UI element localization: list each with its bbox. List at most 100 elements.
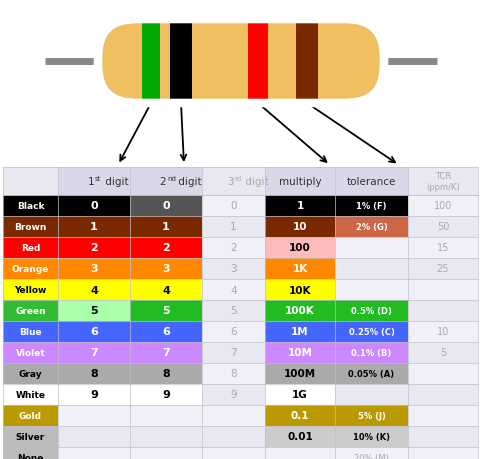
- Text: 1K: 1K: [292, 264, 307, 274]
- Text: 0.05% (A): 0.05% (A): [348, 369, 394, 378]
- Bar: [3, 280, 477, 300]
- Bar: [264, 342, 334, 363]
- Text: nd: nd: [167, 176, 176, 182]
- Bar: [58, 196, 130, 217]
- Text: 3: 3: [162, 264, 169, 274]
- Bar: [58, 321, 130, 342]
- Bar: [58, 342, 130, 363]
- Bar: [3, 363, 477, 384]
- Text: 7: 7: [90, 348, 97, 358]
- Text: 1M: 1M: [290, 327, 308, 337]
- Text: 0.01: 0.01: [287, 431, 312, 442]
- Text: st: st: [95, 176, 101, 182]
- Bar: [3, 426, 477, 447]
- Bar: [3, 258, 58, 280]
- Bar: [334, 342, 407, 363]
- Bar: [58, 363, 130, 384]
- Text: Silver: Silver: [16, 432, 45, 441]
- Bar: [3, 342, 58, 363]
- Text: 2: 2: [90, 243, 97, 253]
- Bar: [3, 237, 477, 258]
- Text: 10% (K): 10% (K): [352, 432, 389, 441]
- Text: 2: 2: [159, 177, 166, 187]
- Text: 10: 10: [436, 327, 448, 337]
- Bar: [58, 384, 130, 405]
- Text: 6: 6: [162, 327, 169, 337]
- Bar: [3, 321, 477, 342]
- Text: 100: 100: [433, 201, 451, 211]
- Bar: [3, 426, 58, 447]
- Text: 3: 3: [90, 264, 97, 274]
- Bar: [264, 405, 334, 426]
- Text: None: None: [17, 453, 44, 459]
- Bar: [3, 321, 58, 342]
- Text: 0.5% (D): 0.5% (D): [350, 306, 391, 315]
- Text: 20% (M): 20% (M): [353, 453, 388, 459]
- Text: 3: 3: [230, 264, 236, 274]
- Bar: [3, 447, 477, 459]
- Bar: [130, 237, 202, 258]
- Text: 4: 4: [162, 285, 169, 295]
- Text: 1: 1: [87, 177, 94, 187]
- Bar: [264, 258, 334, 280]
- Text: rd: rd: [234, 176, 241, 182]
- Bar: [169, 23, 192, 101]
- Text: multiply: multiply: [278, 177, 321, 187]
- Bar: [334, 168, 407, 196]
- Text: Blue: Blue: [19, 327, 42, 336]
- Bar: [130, 321, 202, 342]
- Text: digit: digit: [102, 177, 128, 187]
- Bar: [264, 300, 334, 321]
- Text: 25: 25: [436, 264, 448, 274]
- Text: 0.1: 0.1: [290, 411, 309, 420]
- Bar: [295, 23, 317, 101]
- Text: 10M: 10M: [287, 348, 312, 358]
- Text: 0: 0: [162, 201, 169, 211]
- Text: TCR
(ppm/K): TCR (ppm/K): [425, 172, 459, 192]
- Text: Violet: Violet: [15, 348, 45, 357]
- Text: 6: 6: [90, 327, 98, 337]
- Bar: [3, 363, 58, 384]
- Text: Red: Red: [21, 243, 40, 252]
- Bar: [3, 300, 477, 321]
- Bar: [264, 426, 334, 447]
- Bar: [334, 196, 407, 217]
- Bar: [334, 321, 407, 342]
- Bar: [334, 426, 407, 447]
- Bar: [142, 23, 160, 101]
- Text: Orange: Orange: [12, 264, 49, 274]
- Bar: [248, 23, 267, 101]
- Bar: [130, 300, 202, 321]
- Bar: [3, 258, 477, 280]
- Bar: [3, 405, 477, 426]
- Bar: [130, 217, 202, 237]
- Bar: [334, 300, 407, 321]
- Text: 5: 5: [162, 306, 169, 316]
- Text: 1: 1: [90, 222, 97, 232]
- Text: 2: 2: [162, 243, 169, 253]
- Text: 1% (F): 1% (F): [356, 202, 386, 211]
- Text: 1: 1: [162, 222, 169, 232]
- Text: 3: 3: [227, 177, 233, 187]
- Text: 6: 6: [230, 327, 236, 337]
- Bar: [264, 384, 334, 405]
- Bar: [264, 280, 334, 300]
- Text: 100: 100: [288, 243, 310, 253]
- Bar: [3, 384, 477, 405]
- Text: 100M: 100M: [283, 369, 315, 379]
- Text: 8: 8: [230, 369, 236, 379]
- Bar: [130, 196, 202, 217]
- Text: 100K: 100K: [285, 306, 314, 316]
- Text: 0: 0: [90, 201, 97, 211]
- Bar: [3, 384, 58, 405]
- Text: 50: 50: [436, 222, 448, 232]
- Bar: [58, 300, 130, 321]
- Text: 8: 8: [90, 369, 97, 379]
- Text: 8: 8: [162, 369, 169, 379]
- Bar: [58, 258, 130, 280]
- Text: 7: 7: [162, 348, 169, 358]
- Text: tolerance: tolerance: [346, 177, 396, 187]
- Bar: [264, 237, 334, 258]
- Text: digit: digit: [175, 177, 201, 187]
- Bar: [3, 300, 58, 321]
